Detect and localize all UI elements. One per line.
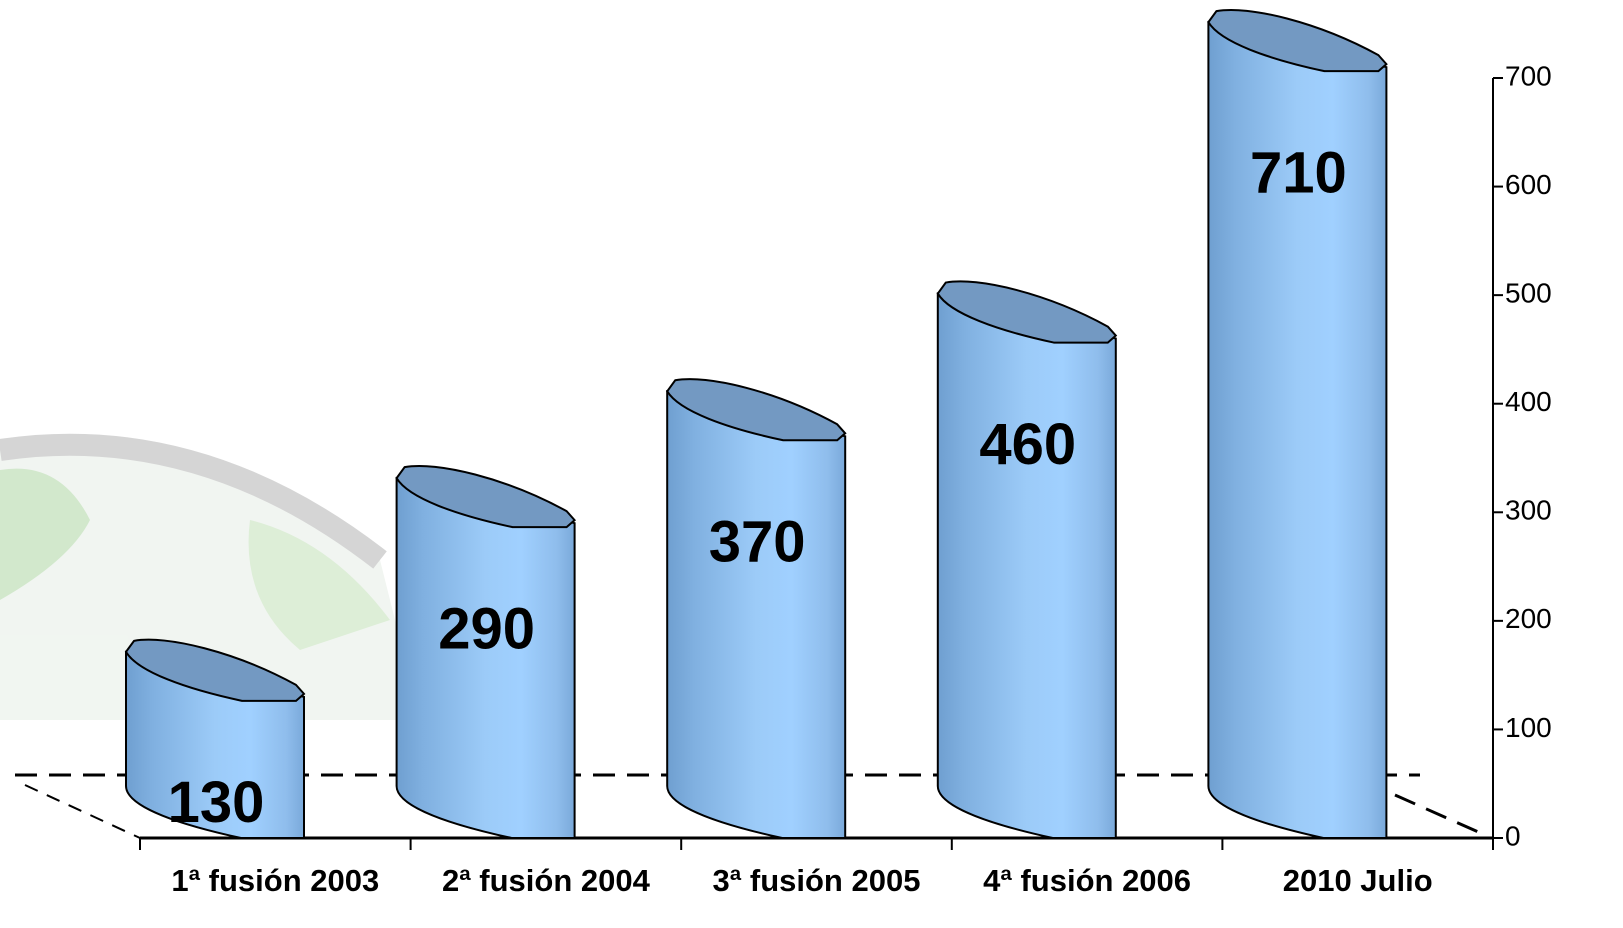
x-tick-label: 3ª fusión 2005 xyxy=(713,863,921,898)
bar-top xyxy=(936,280,1118,344)
data-label: 460 xyxy=(979,412,1076,477)
bar xyxy=(666,390,847,839)
x-tick-label: 1ª fusión 2003 xyxy=(171,863,379,898)
x-tick-label: 2010 Julio xyxy=(1283,863,1433,898)
floor-line xyxy=(1394,793,1486,837)
y-tick-label: 300 xyxy=(1505,495,1552,526)
x-tick-label: 2ª fusión 2004 xyxy=(442,863,651,898)
bar xyxy=(936,292,1117,839)
bar-top xyxy=(124,638,306,702)
floor-line xyxy=(24,784,141,839)
y-tick-label: 500 xyxy=(1505,278,1552,309)
bar-top xyxy=(395,464,577,529)
y-tick-label: 0 xyxy=(1505,820,1521,851)
data-label: 710 xyxy=(1250,140,1347,205)
y-tick-label: 700 xyxy=(1505,60,1552,91)
bar xyxy=(1207,20,1388,839)
y-tick-label: 200 xyxy=(1505,603,1552,634)
bar-top xyxy=(666,378,847,442)
y-tick-label: 400 xyxy=(1505,386,1552,417)
data-label: 290 xyxy=(438,596,535,661)
background-globe xyxy=(0,433,420,720)
y-tick-label: 100 xyxy=(1505,712,1552,743)
data-label: 370 xyxy=(709,510,806,575)
x-tick-label: 4ª fusión 2006 xyxy=(983,863,1191,898)
data-label: 130 xyxy=(168,770,265,835)
bar xyxy=(395,476,576,839)
bar-top xyxy=(1207,8,1388,73)
y-tick-label: 600 xyxy=(1505,169,1552,200)
